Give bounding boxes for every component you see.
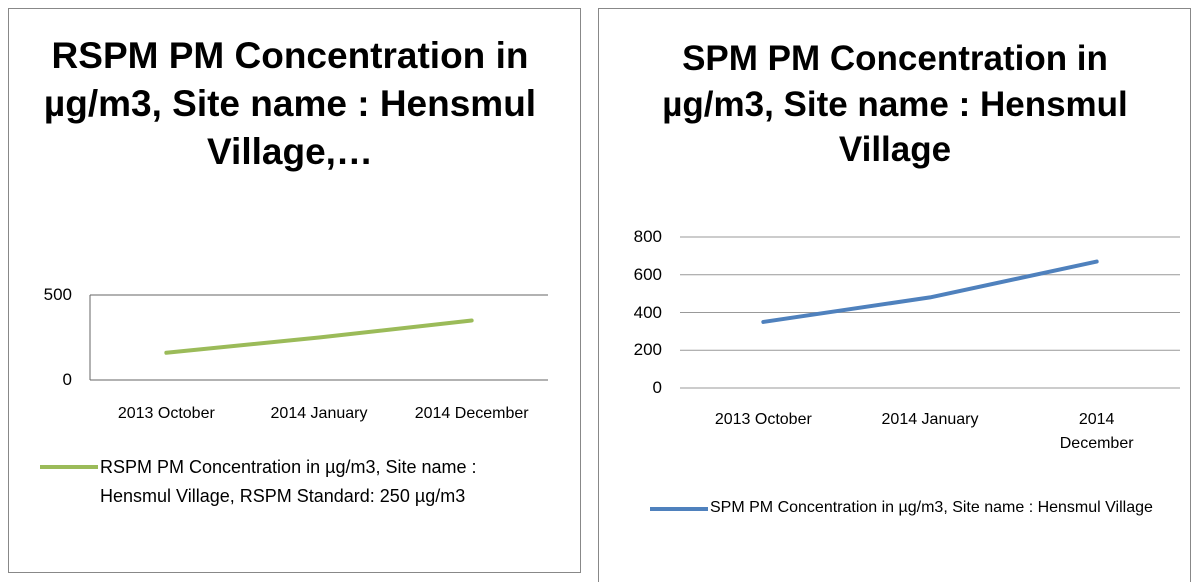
y-tick-label: 200 [633,340,662,360]
chart-title: RSPM PM Concentration in µg/m3, Site nam… [43,35,537,173]
y-tick-label: 400 [633,302,662,322]
x-tick-label: 2014 January [270,405,368,422]
chart-border [8,8,581,573]
data-line [761,259,1099,324]
legend-label: SPM PM Concentration in µg/m3, Site name… [710,499,1153,516]
chart-title: SPM PM Concentration in µg/m3, Site name… [662,39,1128,169]
y-tick-label: 600 [633,264,662,284]
x-tick-label: 2013 October [117,405,215,422]
x-tick-label: 2014 December [1059,411,1134,452]
x-tick-label: 2014 December [414,405,529,422]
x-tick-label: 2014 January [881,411,979,428]
x-tick-label: 2013 October [714,411,812,428]
legend-label: RSPM PM Concentration in µg/m3, Site nam… [100,457,477,506]
chart-border [598,8,1191,582]
y-tick-label: 500 [43,285,72,304]
y-tick-label: 0 [652,378,662,397]
y-tick-label: 0 [62,370,72,389]
y-tick-label: 800 [633,227,662,246]
data-line [164,318,474,355]
